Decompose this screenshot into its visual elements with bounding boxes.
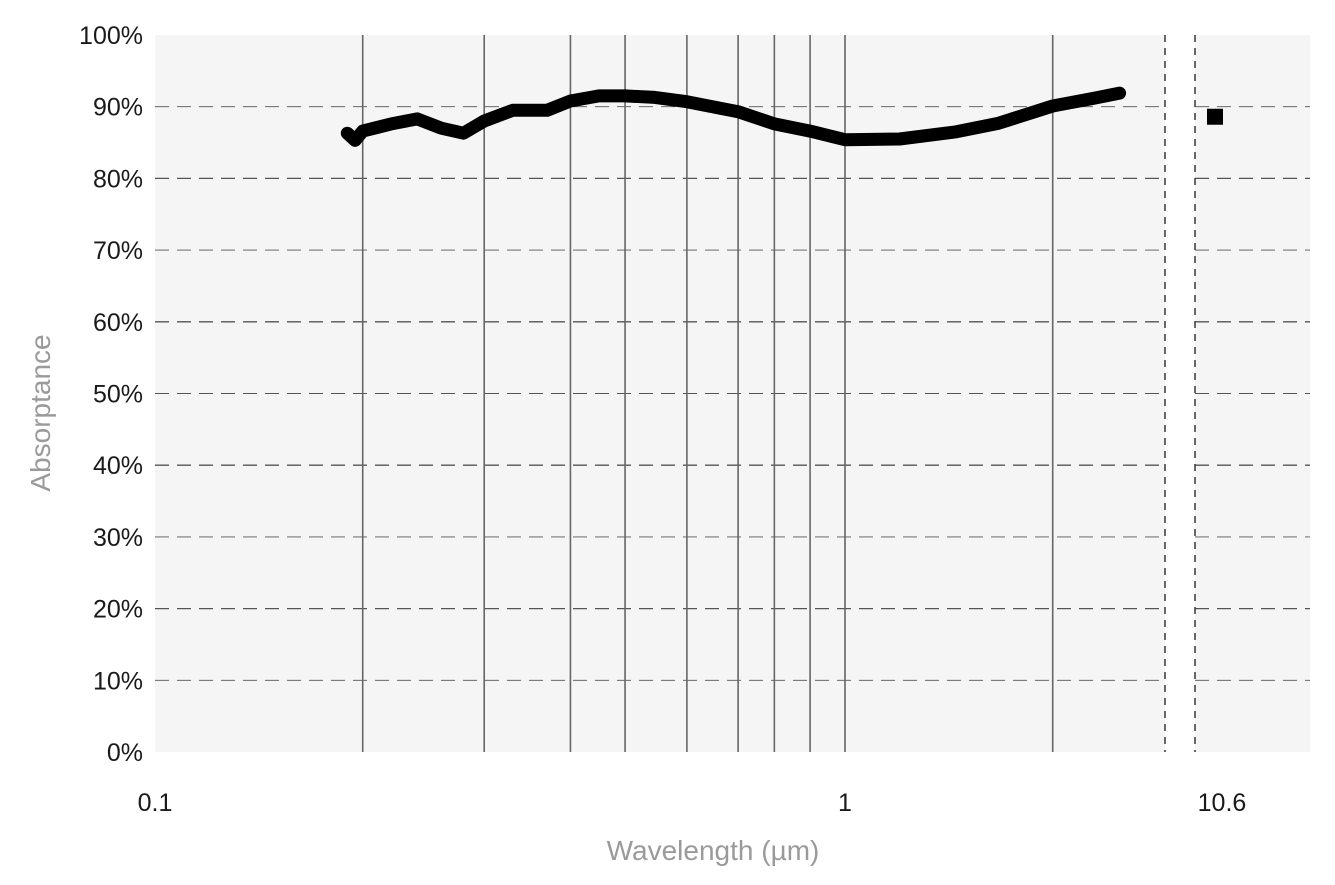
data-point (440, 127, 443, 130)
x-tick-label: 1 (838, 789, 852, 817)
y-tick-label: 70% (93, 237, 143, 265)
x-tick-label: 10.6 (1198, 789, 1247, 817)
y-tick-label: 90% (93, 94, 143, 122)
data-point (773, 122, 776, 125)
y-tick-label: 80% (93, 165, 143, 193)
data-point (844, 138, 846, 141)
data-point (597, 94, 600, 97)
x-axis-title: Wavelength (µm) (607, 835, 820, 866)
data-point-10-6um (1207, 108, 1223, 125)
y-tick-label: 0% (107, 739, 143, 767)
data-point (416, 117, 419, 120)
data-point (653, 96, 656, 99)
data-point (737, 110, 740, 113)
y-tick-label: 20% (93, 596, 143, 624)
data-point (483, 120, 486, 123)
data-point (462, 132, 465, 135)
data-point (624, 94, 627, 97)
data-point (546, 109, 549, 112)
data-point (898, 137, 901, 140)
data-point (809, 130, 812, 133)
data-point (354, 139, 357, 142)
data-point (685, 100, 688, 103)
y-tick-label: 50% (93, 381, 143, 409)
data-point (390, 122, 393, 125)
data-point (1093, 97, 1096, 100)
data-point (1118, 92, 1121, 95)
data-point (1051, 104, 1054, 107)
data-point (361, 130, 364, 133)
y-tick-label: 30% (93, 524, 143, 552)
data-point (569, 99, 572, 102)
y-tick-label: 10% (93, 667, 143, 695)
data-point (511, 109, 514, 112)
y-tick-label: 60% (93, 309, 143, 337)
data-point (997, 122, 1000, 125)
y-tick-label: 40% (93, 452, 143, 480)
data-point (955, 130, 958, 133)
x-tick-label: 0.1 (138, 789, 173, 817)
y-tick-label: 100% (79, 22, 143, 50)
data-point (346, 132, 349, 135)
y-axis-title: Absorptance (25, 334, 56, 491)
